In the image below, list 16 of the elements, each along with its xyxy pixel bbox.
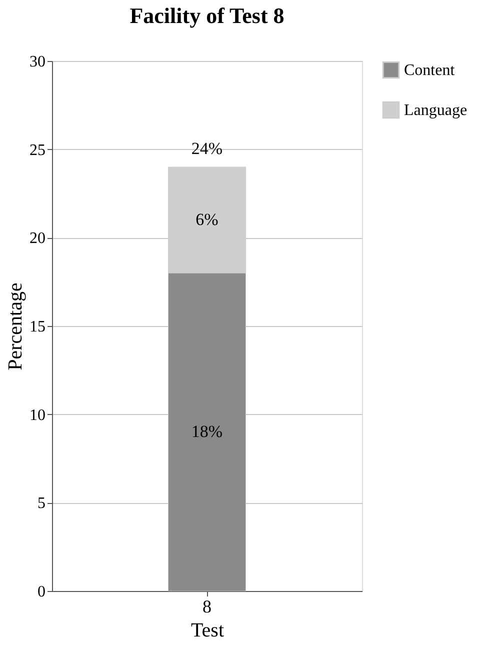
y-tick-label: 10 — [30, 406, 46, 424]
total-label: 24% — [191, 139, 223, 158]
data-label: 18% — [191, 422, 223, 441]
y-tick-label: 30 — [30, 54, 46, 70]
x-tick-label: 8 — [202, 596, 212, 616]
data-label: 6% — [196, 210, 218, 229]
y-axis-title: Percentage — [4, 282, 26, 370]
y-tick-label: 15 — [30, 318, 46, 336]
y-tick-label: 5 — [38, 495, 46, 512]
y-tick-label: 0 — [38, 584, 46, 600]
legend-label: Content — [404, 62, 456, 79]
chart-title: Facility of Test 8 — [130, 3, 284, 28]
y-tick-label: 20 — [30, 230, 46, 248]
x-axis-title: Test — [190, 620, 224, 642]
y-tick-label: 25 — [30, 142, 46, 159]
legend-label: Language — [404, 102, 468, 119]
